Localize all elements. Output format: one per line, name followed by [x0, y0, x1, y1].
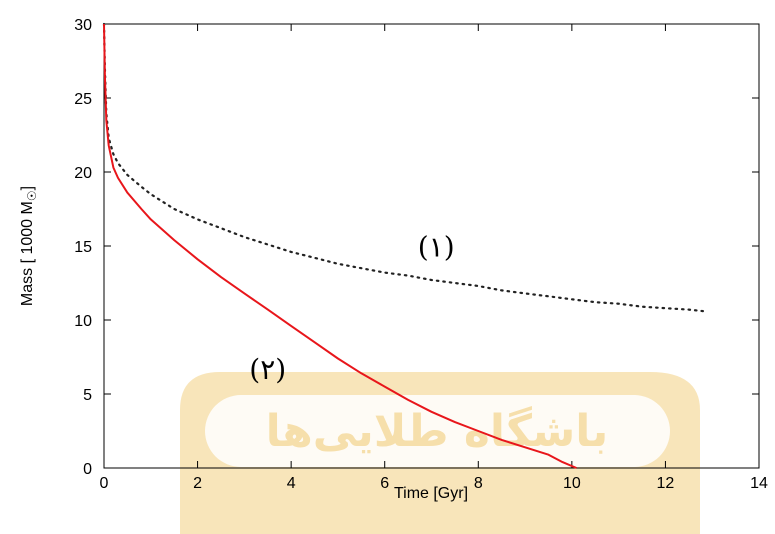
- watermark-logo: باشگاه طلایی‌ها: [180, 372, 700, 534]
- series-layer: [102, 22, 704, 469]
- y-tick-label: 5: [83, 387, 92, 404]
- y-tick-label: 20: [74, 165, 92, 182]
- series-1-annotation: (١): [418, 230, 455, 263]
- axis-ticks: [103, 23, 760, 469]
- y-axis-title: Mass [ 1000 M☉]: [19, 186, 39, 306]
- x-tick-label: 2: [193, 475, 202, 492]
- x-tick-label: 14: [750, 475, 768, 492]
- y-tick-label: 15: [74, 239, 92, 256]
- series-2-annotation: (٢): [249, 353, 286, 386]
- y-tick-label: 25: [74, 91, 92, 108]
- y-tick-label: 0: [83, 461, 92, 478]
- x-tick-label: 4: [287, 475, 296, 492]
- series-1-line: [102, 22, 704, 313]
- x-tick-label: 12: [657, 475, 675, 492]
- x-tick-label: 8: [474, 475, 483, 492]
- svg-text:باشگاه طلایی‌ها: باشگاه طلایی‌ها: [266, 405, 609, 457]
- y-tick-label: 10: [74, 313, 92, 330]
- y-tick-labels: 0 5 10 15 20 25 30: [74, 17, 92, 478]
- series-2-line: [103, 23, 577, 469]
- x-tick-labels: 0 2 4 6 8 10 12 14: [100, 475, 768, 492]
- x-axis-title: Time [Gyr]: [394, 485, 468, 502]
- x-tick-label: 6: [380, 475, 389, 492]
- y-tick-label: 30: [74, 17, 92, 34]
- x-tick-label: 10: [563, 475, 581, 492]
- x-tick-label: 0: [100, 475, 109, 492]
